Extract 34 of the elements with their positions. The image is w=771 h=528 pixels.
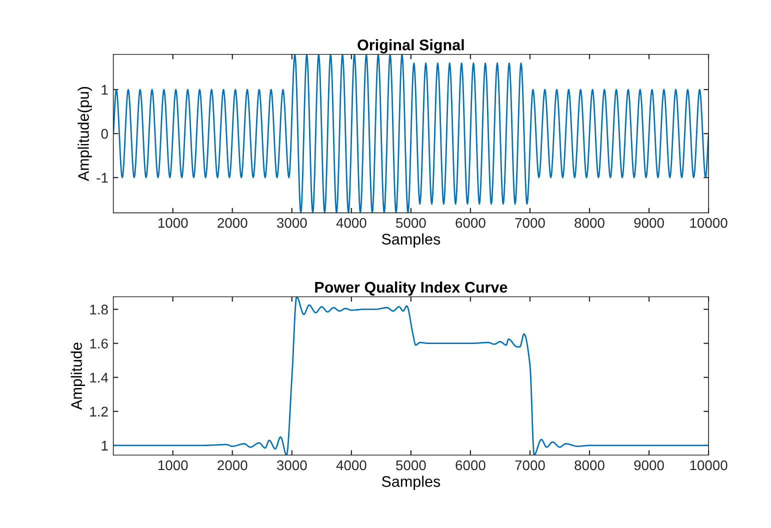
- x-tick-label: 1000: [158, 460, 188, 470]
- y-tick-label: 1.8: [90, 304, 108, 314]
- x-tick-label: 5000: [396, 218, 426, 228]
- x-tick-label: 9000: [634, 218, 664, 228]
- x-tick-label: 7000: [515, 218, 545, 228]
- y-tick-label: 1: [102, 85, 108, 95]
- y-tick-label: 1.4: [90, 372, 108, 382]
- x-tick-label: 10000: [690, 218, 728, 228]
- x-tick-label: 8000: [574, 218, 604, 228]
- x-axis-title: Samples: [382, 233, 440, 248]
- x-tick-label: 1000: [158, 218, 188, 228]
- x-tick-label: 3000: [276, 218, 307, 228]
- x-tick-label: 4000: [336, 460, 366, 470]
- x-tick-label: 7000: [515, 460, 545, 470]
- chart-title: Power Quality Index Curve: [315, 282, 508, 296]
- x-tick-label: 2000: [218, 460, 248, 470]
- x-tick-label: 4000: [336, 218, 366, 228]
- x-tick-label: 5000: [396, 460, 426, 470]
- y-axis-title: Amplitude: [70, 342, 86, 410]
- x-axis-title: Samples: [382, 476, 440, 490]
- y-tick-label: 1.2: [90, 406, 108, 416]
- y-tick-label: -1: [96, 173, 108, 183]
- x-tick-label: 6000: [456, 218, 486, 228]
- y-tick-label: 0: [101, 128, 108, 139]
- y-tick-label: 1: [102, 440, 108, 450]
- x-tick-label: 10000: [690, 460, 728, 470]
- y-axis-title: Amplitude(pu): [78, 86, 92, 182]
- x-tick-label: 8000: [574, 460, 604, 470]
- x-tick-label: 3000: [276, 460, 307, 470]
- x-tick-label: 2000: [218, 218, 248, 228]
- chart-title: Original Signal: [358, 39, 464, 54]
- y-tick-label: 1.6: [90, 338, 108, 349]
- x-tick-label: 6000: [456, 460, 486, 470]
- x-tick-label: 9000: [634, 460, 664, 470]
